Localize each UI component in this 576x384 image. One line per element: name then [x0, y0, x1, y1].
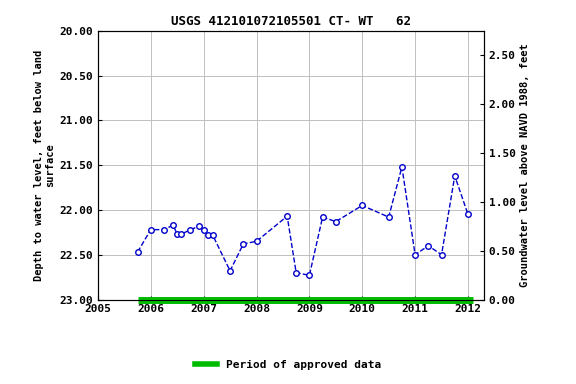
Legend: Period of approved data: Period of approved data — [191, 356, 385, 375]
Title: USGS 412101072105501 CT- WT   62: USGS 412101072105501 CT- WT 62 — [171, 15, 411, 28]
Y-axis label: Groundwater level above NAVD 1988, feet: Groundwater level above NAVD 1988, feet — [520, 43, 530, 287]
Y-axis label: Depth to water level, feet below land
surface: Depth to water level, feet below land su… — [33, 50, 55, 281]
